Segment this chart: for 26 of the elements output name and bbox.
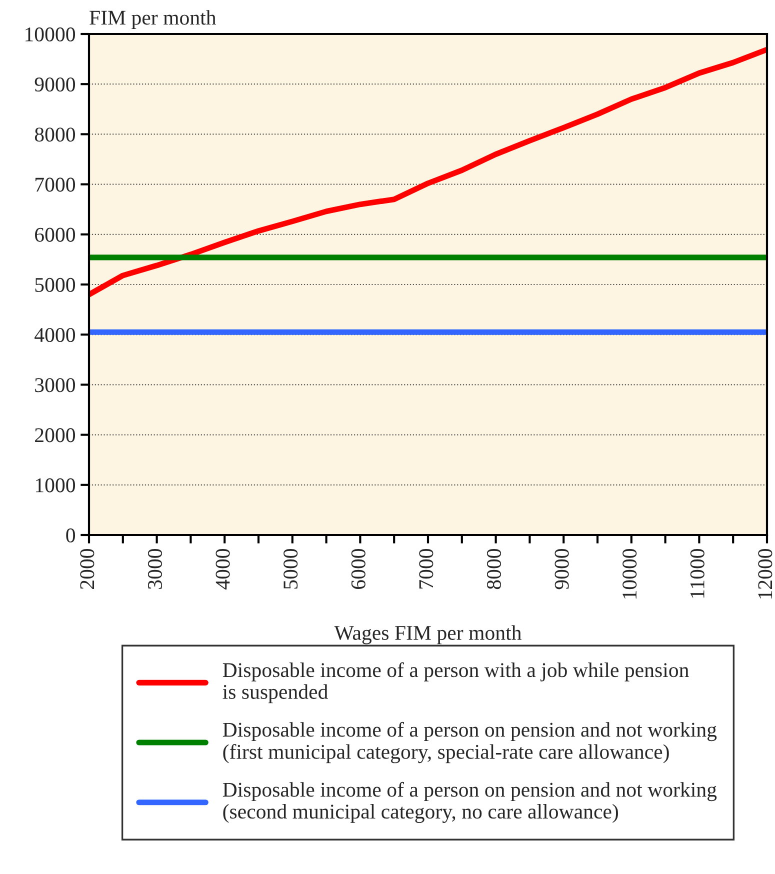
y-tick-label: 2000 — [35, 428, 76, 442]
y-tick-label: 6000 — [35, 228, 76, 242]
x-tick-label: 3000 — [148, 548, 162, 589]
x-tick-label: 4000 — [216, 548, 230, 590]
x-tick-label: 8000 — [486, 548, 502, 590]
y-tick-label: 0 — [66, 528, 76, 542]
y-tick-label: 3000 — [35, 378, 76, 392]
y-tick-label: 10000 — [26, 27, 76, 42]
legend-label: Disposable income of a person on pension and not working (first municipal category, special-rate care allowance) — [222, 722, 717, 764]
y-tick-label: 1000 — [36, 478, 76, 492]
y-axis-title: FIM per month — [90, 10, 216, 29]
x-tick-label: 5000 — [284, 548, 298, 589]
x-tick-label: 11000 — [690, 548, 704, 598]
x-tick-label: 12000 — [758, 548, 772, 598]
legend-label: Disposable income of a person with a job while pension is suspended — [222, 662, 689, 704]
x-tick-label: 6000 — [351, 548, 366, 589]
y-tick-label: 5000 — [35, 278, 76, 292]
x-tick-label: 7000 — [419, 548, 434, 588]
y-tick-label: 4000 — [34, 328, 76, 342]
legend-label: Disposable income of a person on pension and not working (second municipal category, no care allowance) — [222, 782, 717, 823]
x-tick-label: 10000 — [622, 548, 637, 598]
y-tick-label: 8000 — [34, 128, 76, 142]
x-axis-title: Wages FIM per month — [334, 625, 522, 644]
y-tick-label: 9000 — [34, 77, 76, 92]
y-tick-label: 7000 — [36, 178, 76, 192]
x-tick-label: 9000 — [554, 548, 569, 590]
